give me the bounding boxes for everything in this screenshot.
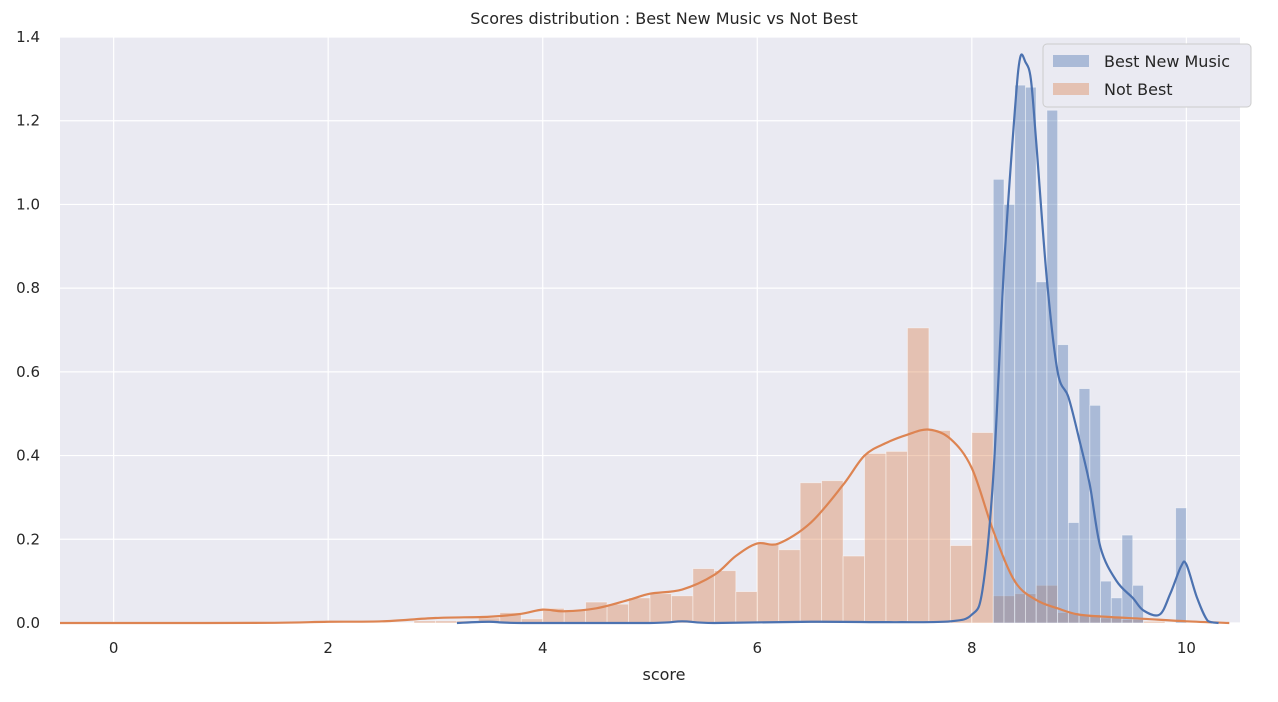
histogram-bar	[949, 545, 973, 624]
y-tick-label: 0.2	[16, 530, 40, 548]
histogram-bar	[864, 453, 887, 624]
y-axis-ticks: 0.0 0.2 0.4 0.6 0.8 1.0 1.2 1.4	[16, 28, 40, 632]
histogram-bar	[628, 597, 651, 624]
y-tick-label: 0.8	[16, 279, 40, 297]
histogram-bar	[713, 570, 737, 624]
x-axis-ticks: 0 2 4 6 8 10	[109, 639, 1196, 657]
legend-label-not-best: Not Best	[1104, 80, 1173, 99]
y-tick-label: 0.0	[16, 614, 40, 632]
histogram-bar	[799, 482, 823, 624]
histogram-bar	[907, 327, 930, 624]
x-tick-label: 8	[967, 639, 977, 657]
histogram-bar	[1057, 344, 1069, 624]
histogram-bar	[928, 430, 951, 624]
histogram-bar	[1035, 281, 1048, 624]
y-tick-label: 1.0	[16, 195, 40, 213]
histogram-bar	[1121, 534, 1134, 624]
kde-curves	[59, 53, 1230, 625]
histogram-bar	[563, 610, 587, 624]
plot-area	[60, 37, 1240, 623]
histogram-bar	[585, 601, 608, 624]
chart-title: Scores distribution : Best New Music vs …	[470, 9, 858, 28]
histogram-bar	[1078, 388, 1091, 624]
histogram-bar	[435, 620, 458, 624]
y-tick-label: 0.6	[16, 363, 40, 381]
histogram-bar	[756, 543, 780, 624]
x-tick-label: 10	[1177, 639, 1196, 657]
x-tick-label: 2	[323, 639, 333, 657]
histogram-bar	[413, 620, 436, 624]
y-tick-label: 1.4	[16, 28, 40, 46]
kde-line-best-new-music	[456, 53, 1219, 625]
histogram-bar	[671, 595, 694, 624]
histogram-bar	[735, 591, 758, 624]
y-tick-label: 0.4	[16, 447, 40, 465]
x-tick-label: 6	[752, 639, 762, 657]
legend-swatch-best-new-music	[1053, 55, 1089, 67]
x-tick-label: 4	[538, 639, 548, 657]
legend-swatch-not-best	[1053, 83, 1089, 95]
histogram-bar	[885, 450, 908, 624]
histogram-bar	[1110, 597, 1123, 624]
histogram-bar	[1067, 522, 1080, 624]
histogram-bar	[649, 593, 672, 624]
histogram-bar	[606, 603, 629, 624]
histogram-bar	[821, 480, 844, 624]
histogram-bar	[778, 549, 801, 624]
legend-box	[1042, 43, 1252, 108]
legend: Best New Music Not Best	[1042, 43, 1252, 108]
histogram-bar	[842, 555, 865, 624]
histogram-bar	[1014, 84, 1026, 624]
histogram-bar	[1143, 620, 1166, 624]
histogram-bar	[1025, 86, 1037, 624]
x-axis-label: score	[643, 665, 686, 684]
legend-label-best-new-music: Best New Music	[1104, 52, 1230, 71]
kde-line-not-best	[59, 428, 1230, 625]
y-tick-label: 1.2	[16, 112, 40, 130]
x-tick-label: 0	[109, 639, 119, 657]
